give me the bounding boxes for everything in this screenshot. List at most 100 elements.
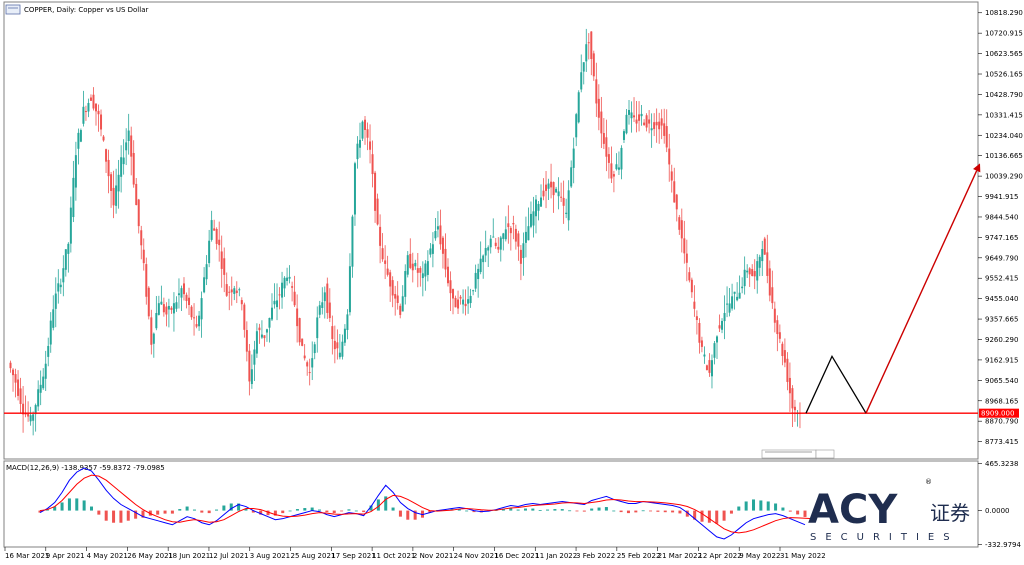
candle-body — [504, 229, 507, 240]
candle-body — [705, 365, 708, 370]
candle-body — [94, 103, 97, 112]
candle-body — [308, 372, 311, 374]
candle-body — [509, 227, 512, 234]
candle-body — [452, 289, 455, 299]
candle-body — [457, 299, 460, 309]
candle-body — [446, 266, 449, 284]
candle-body — [34, 405, 37, 415]
candle-body — [343, 328, 346, 343]
macd-bar — [693, 510, 697, 520]
macd-tick-label: 465.3238 — [985, 460, 1018, 468]
candle-body — [788, 377, 791, 394]
macd-bar — [273, 510, 277, 516]
macd-bar — [67, 498, 71, 511]
candle-body — [265, 329, 268, 333]
candle-body — [555, 188, 558, 193]
candle-body — [371, 154, 374, 175]
candle-body — [761, 248, 764, 262]
candle-body — [198, 315, 201, 327]
candle-body — [748, 268, 751, 275]
candle-body — [253, 349, 256, 365]
candle-body — [102, 136, 105, 141]
candle-body — [575, 114, 578, 138]
candle-body — [52, 309, 55, 328]
candle-body — [776, 320, 779, 335]
date-tick-label: 12 Jul 2021 — [209, 552, 249, 560]
candle-body — [115, 185, 118, 206]
macd-bar — [45, 509, 49, 511]
candle-body — [622, 131, 625, 140]
candle-body — [708, 360, 711, 373]
candle-body — [597, 98, 600, 118]
price-panel — [3, 1, 979, 460]
candle-body — [54, 293, 57, 309]
candle-body — [356, 143, 359, 160]
candle-body — [660, 118, 663, 126]
acy-securities-logo: ACY ® 证券 SECURITIES — [808, 478, 970, 543]
candle-body — [157, 303, 160, 315]
candle-body — [484, 247, 487, 256]
candle-body — [137, 199, 140, 227]
candle-body — [512, 223, 515, 225]
macd-bar — [678, 510, 682, 514]
date-tick-label: 25 Aug 2021 — [291, 552, 336, 560]
candle-body — [29, 415, 32, 422]
candle-body — [369, 141, 372, 150]
macd-bar — [523, 508, 527, 511]
date-tick-label: 18 Jun 2021 — [168, 552, 210, 560]
candle-body — [255, 331, 258, 354]
candle-body — [703, 354, 706, 357]
date-tick-label: 16 Mar 2021 — [5, 552, 49, 560]
price-tick-label: 10331.415 — [985, 111, 1023, 119]
candle-body — [366, 129, 369, 138]
candle-body — [675, 194, 678, 210]
candle-body — [683, 238, 686, 254]
macd-bar — [722, 510, 726, 521]
candle-body — [117, 174, 120, 192]
macd-bar — [89, 506, 93, 511]
candle-body — [653, 122, 656, 130]
macd-axis: 465.3238 0.0000 -332.9794 — [978, 460, 1021, 549]
macd-bar — [509, 508, 513, 511]
candle-body — [323, 292, 326, 302]
macd-bar — [60, 502, 64, 511]
macd-bar — [788, 510, 792, 512]
candle-body — [524, 231, 527, 243]
macd-bar — [170, 510, 174, 514]
price-tick-label: 8773.415 — [985, 438, 1018, 446]
candle-body — [336, 342, 339, 349]
macd-bar — [729, 510, 733, 514]
candle-body — [150, 317, 153, 345]
candle-body — [630, 112, 633, 119]
candle-body — [105, 149, 108, 162]
macd-bar — [398, 510, 402, 517]
candle-body — [570, 167, 573, 187]
candle-body — [351, 216, 354, 267]
macd-bar — [237, 503, 241, 511]
candle-body — [731, 296, 734, 309]
price-tick-label: 9552.415 — [985, 275, 1018, 283]
candle-body — [560, 196, 563, 198]
macd-bar — [516, 509, 520, 511]
candle-body — [793, 406, 796, 411]
price-tick-label: 10428.790 — [985, 91, 1023, 99]
candle-body — [562, 197, 565, 206]
date-tick-label: 17 Sep 2021 — [331, 552, 375, 560]
candle-body — [381, 248, 384, 260]
candle-body — [469, 295, 472, 304]
macd-panel — [3, 460, 979, 548]
macd-bar — [53, 506, 57, 511]
candle-body — [545, 184, 548, 191]
candle-body — [188, 297, 191, 306]
macd-bar — [472, 510, 476, 513]
date-tick-label: 16 Dec 2021 — [494, 552, 539, 560]
chart-title-group: COPPER, Daily: Copper vs US Dollar — [5, 4, 148, 15]
macd-bar — [207, 510, 211, 514]
candle-body — [125, 142, 128, 151]
candle-body — [497, 246, 500, 250]
candle-body — [132, 153, 135, 185]
candle-body — [193, 317, 196, 319]
candle-body — [721, 320, 724, 330]
candle-body — [321, 302, 324, 309]
macd-bar — [781, 507, 785, 511]
